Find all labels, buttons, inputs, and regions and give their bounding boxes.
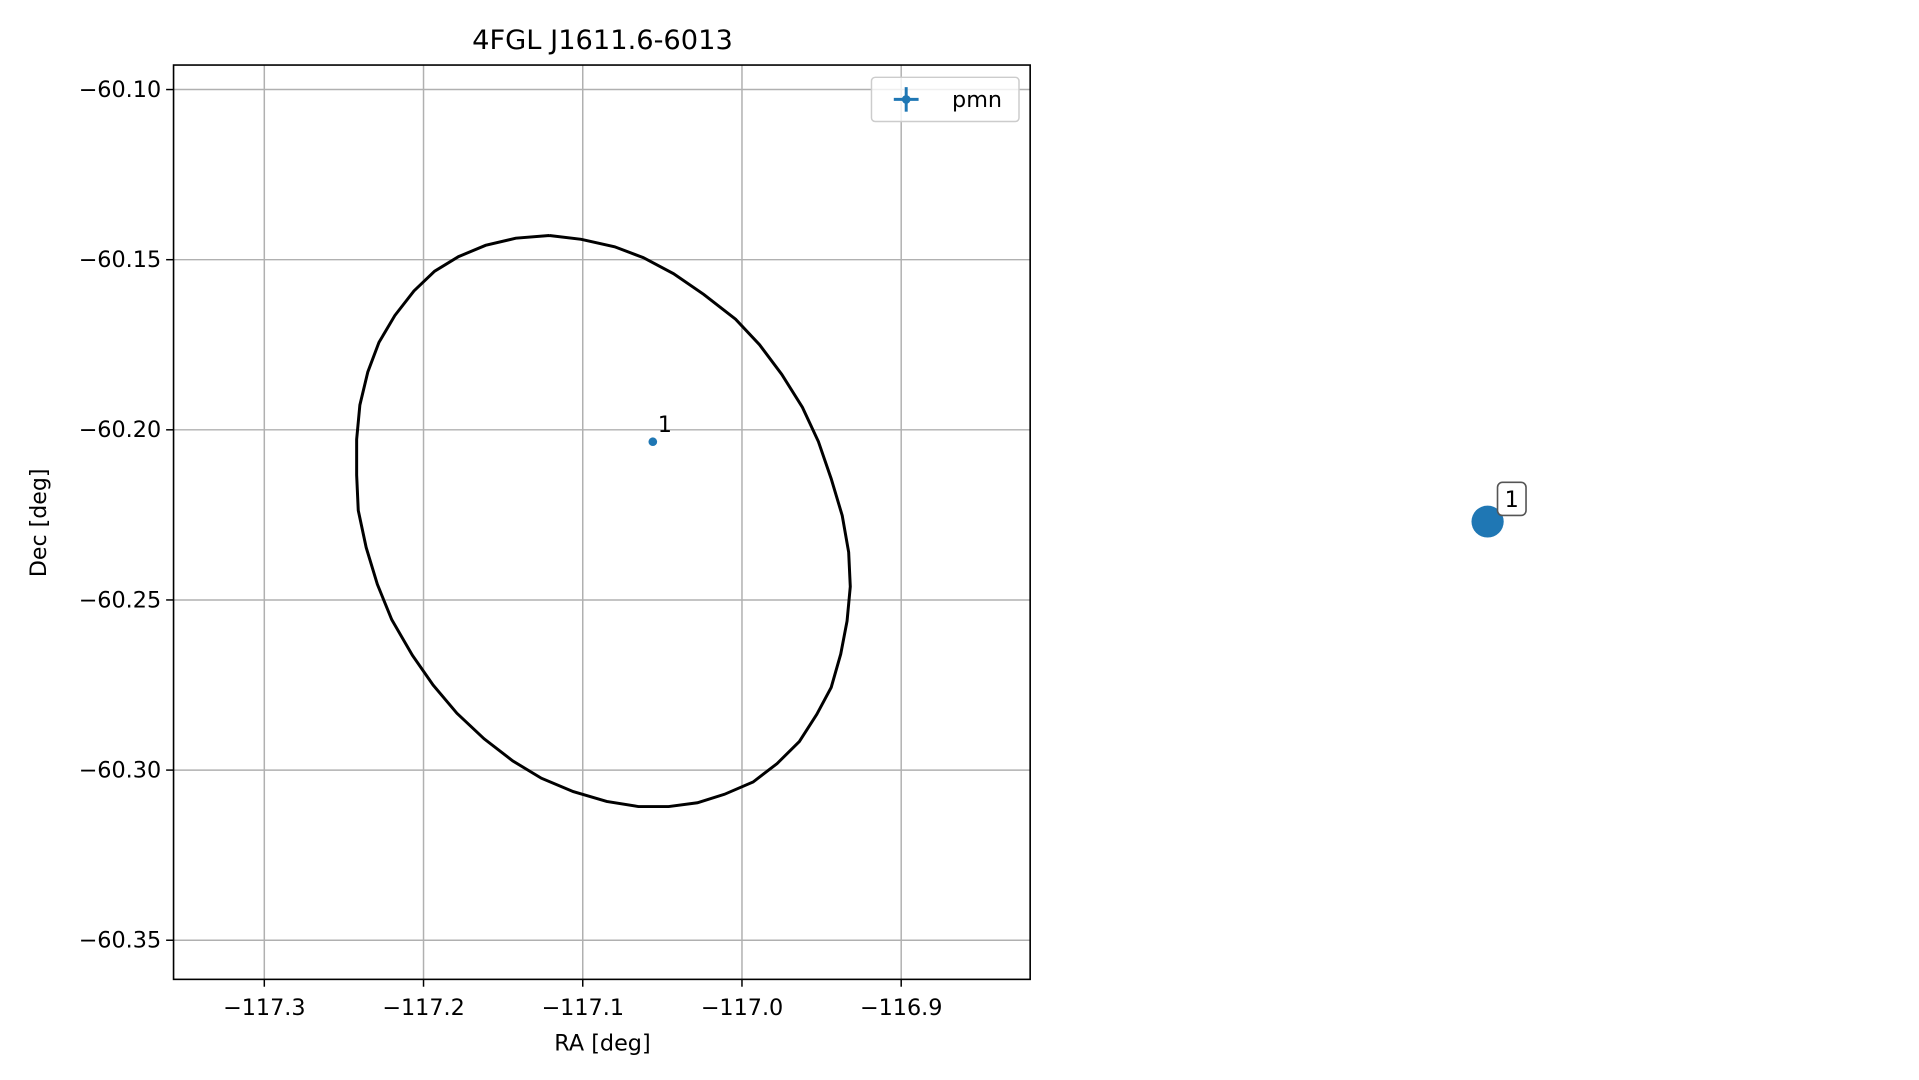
y-axis-label: Dec [deg] — [26, 469, 52, 578]
legend-label: pmn — [952, 87, 1002, 113]
legend-marker — [901, 95, 911, 104]
x-tick-label: −117.2 — [382, 995, 465, 1021]
plot-frame — [172, 64, 1031, 981]
chart-title: 4FGL J1611.6-6013 — [472, 25, 733, 56]
point-label: 1 — [658, 412, 672, 438]
x-tick-label: −117.1 — [541, 995, 624, 1021]
point — [648, 437, 658, 447]
error-ellipse — [355, 234, 852, 809]
x-tick-label: −117.3 — [223, 995, 306, 1021]
x-axis-label: RA [deg] — [554, 1031, 650, 1057]
y-tick-label: −60.30 — [79, 758, 162, 784]
legend-box — [870, 76, 1020, 123]
y-tick-label: −60.10 — [79, 77, 162, 103]
highlight-marker — [1471, 505, 1504, 538]
y-tick-label: −60.15 — [79, 247, 162, 273]
x-tick-label: −116.9 — [860, 995, 943, 1021]
highlight-label-box — [1496, 481, 1527, 517]
highlight-label: 1 — [1505, 487, 1519, 513]
x-tick-label: −117.0 — [701, 995, 784, 1021]
y-tick-label: −60.35 — [79, 928, 162, 954]
y-tick-label: −60.20 — [79, 417, 162, 443]
y-tick-label: −60.25 — [79, 587, 162, 613]
